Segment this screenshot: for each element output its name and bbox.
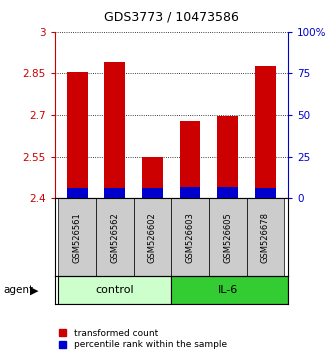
Bar xyxy=(180,187,201,198)
Bar xyxy=(209,198,247,276)
Bar xyxy=(58,276,171,304)
Bar xyxy=(105,188,125,198)
Bar xyxy=(96,198,134,276)
Bar xyxy=(217,116,238,198)
Text: GSM526561: GSM526561 xyxy=(73,212,82,263)
Bar xyxy=(105,62,125,198)
Bar xyxy=(67,188,87,198)
Bar xyxy=(58,198,96,276)
Bar xyxy=(180,121,201,198)
Bar xyxy=(142,157,163,198)
Text: control: control xyxy=(96,285,134,295)
Bar xyxy=(134,198,171,276)
Bar xyxy=(255,66,276,198)
Bar xyxy=(217,187,238,198)
Text: ▶: ▶ xyxy=(30,285,38,295)
Text: GSM526562: GSM526562 xyxy=(110,212,119,263)
Text: IL-6: IL-6 xyxy=(217,285,238,295)
Bar xyxy=(142,188,163,198)
Text: agent: agent xyxy=(3,285,33,295)
Text: GSM526678: GSM526678 xyxy=(261,212,270,263)
Bar xyxy=(171,276,288,304)
Text: GDS3773 / 10473586: GDS3773 / 10473586 xyxy=(104,10,239,23)
Bar xyxy=(67,72,87,198)
Text: GSM526605: GSM526605 xyxy=(223,212,232,263)
Bar xyxy=(171,198,209,276)
Bar xyxy=(247,198,284,276)
Bar xyxy=(255,188,276,198)
Text: GSM526603: GSM526603 xyxy=(186,212,195,263)
Legend: transformed count, percentile rank within the sample: transformed count, percentile rank withi… xyxy=(59,329,227,349)
Text: GSM526602: GSM526602 xyxy=(148,212,157,263)
